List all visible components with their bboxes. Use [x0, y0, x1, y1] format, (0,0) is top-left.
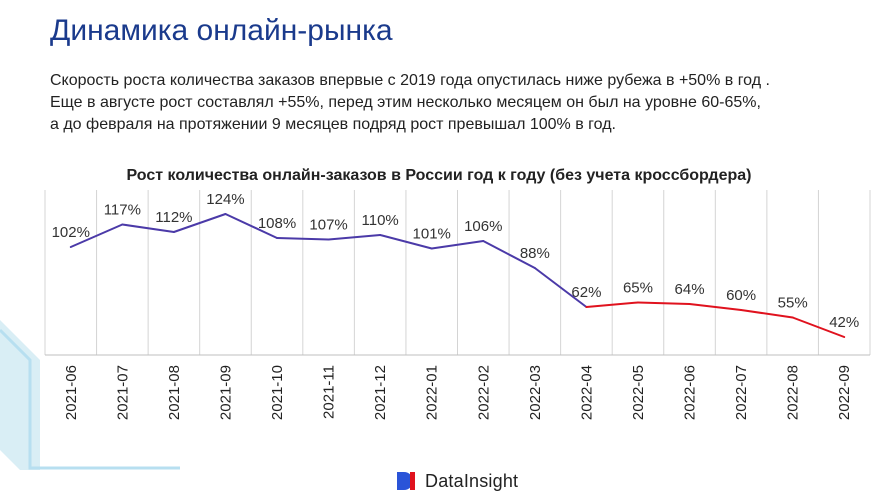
series-line-segment — [172, 213, 227, 233]
data-label: 107% — [309, 217, 347, 234]
subtitle-line: Скорость роста количества заказов впервы… — [50, 72, 770, 89]
x-tick-label: 2022-08 — [785, 365, 802, 420]
x-tick-label: 2022-02 — [475, 365, 492, 420]
data-label: 102% — [52, 224, 90, 241]
series-line-segment — [533, 267, 588, 308]
data-label: 110% — [362, 212, 399, 229]
series-line-segment — [224, 213, 279, 239]
x-tick-label: 2021-06 — [63, 365, 80, 420]
chart-title: Рост количества онлайн-заказов в России … — [126, 167, 752, 184]
x-tick-label: 2021-08 — [166, 365, 183, 420]
series-line-segment — [791, 316, 846, 338]
series-line-segment — [585, 301, 639, 308]
data-label: 106% — [464, 218, 502, 235]
x-tick-label: 2022-01 — [424, 365, 441, 420]
x-tick-label: 2022-07 — [733, 365, 750, 420]
series-line-segment — [121, 223, 175, 233]
subtitle-line: Еще в августе рост составлял +55%, перед… — [50, 94, 761, 111]
x-tick-label: 2021-12 — [372, 365, 389, 420]
series-line-segment — [636, 301, 691, 305]
series-line-segment — [688, 303, 743, 311]
datainsight-logo-icon — [397, 472, 415, 490]
data-label: 65% — [623, 280, 653, 297]
series-line-segment — [276, 237, 330, 241]
data-label: 112% — [155, 209, 192, 226]
x-tick-label: 2022-09 — [836, 365, 853, 420]
data-label: 42% — [829, 314, 859, 331]
data-label: 117% — [104, 202, 141, 219]
x-tick-label: 2022-06 — [682, 365, 699, 420]
x-tick-label: 2022-05 — [630, 365, 647, 420]
page-title: Динамика онлайн-рынка — [50, 14, 393, 47]
data-label: 108% — [258, 215, 296, 232]
datainsight-logo: DataInsight — [395, 470, 518, 492]
x-tick-label: 2021-09 — [217, 365, 234, 420]
data-label: 101% — [413, 226, 451, 243]
x-tick-label: 2021-10 — [269, 365, 286, 420]
series-line-segment — [740, 309, 794, 319]
series-line-segment — [482, 240, 536, 269]
series-line-segment — [430, 240, 485, 250]
x-tick-label: 2022-03 — [527, 365, 544, 420]
series-line-segment — [69, 223, 124, 248]
x-tick-label: 2022-04 — [578, 365, 595, 420]
x-tick-label: 2021-07 — [114, 365, 131, 420]
data-label: 62% — [571, 284, 601, 301]
data-label: 55% — [778, 295, 808, 312]
data-label: 64% — [675, 281, 705, 298]
data-label: 88% — [520, 245, 550, 262]
logo-text: DataInsight — [425, 470, 519, 491]
subtitle-line: а до февраля на протяжении 9 месяцев под… — [50, 116, 616, 133]
series-line-segment — [327, 234, 382, 241]
page-subtitle: Скорость роста количества заказов впервы… — [50, 70, 870, 136]
data-label: 60% — [726, 287, 756, 304]
series-line-segment — [379, 234, 433, 250]
x-tick-label: 2021-11 — [321, 365, 338, 419]
data-label: 124% — [206, 191, 244, 208]
